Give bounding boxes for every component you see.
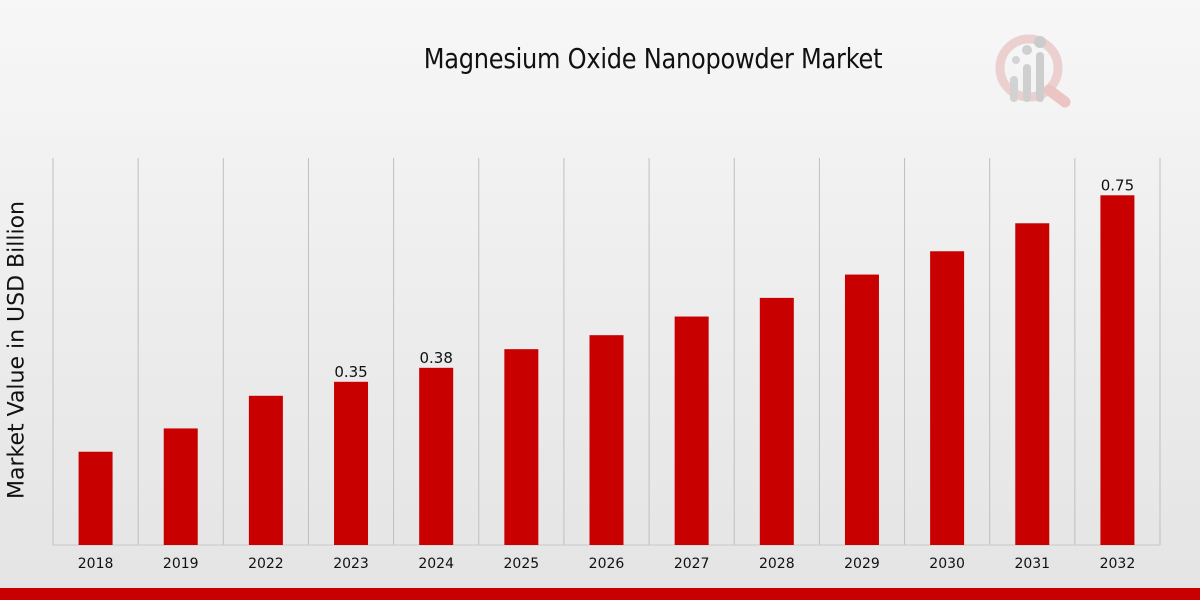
- bar-2024: [419, 367, 454, 545]
- data-label-2024: 0.38: [419, 349, 452, 367]
- bar-2019: [163, 428, 198, 545]
- grid-lines: [52, 158, 1161, 545]
- x-tick-label: 2018: [78, 556, 114, 572]
- bar-2031: [1015, 223, 1050, 546]
- x-tick-label: 2026: [589, 556, 625, 572]
- bar-2032: [1100, 195, 1135, 545]
- x-tick-label: 2022: [248, 556, 284, 572]
- x-tick-labels: 2018 2019 2022 2023 2024 2025 2026 2027 2028 2029…: [78, 556, 1135, 572]
- bar-2029: [844, 274, 879, 545]
- bar-2030: [930, 251, 965, 546]
- bar-2028: [759, 297, 794, 545]
- chart-title: Magnesium Oxide Nanopowder Market: [423, 42, 883, 75]
- x-tick-label: 2025: [504, 556, 540, 572]
- x-tick-label: 2032: [1100, 556, 1136, 572]
- bar-2018: [78, 451, 113, 545]
- data-label-2032: 0.75: [1101, 176, 1134, 194]
- x-tick-label: 2028: [759, 556, 795, 572]
- x-tick-label: 2024: [418, 556, 454, 572]
- bar-2022: [248, 395, 283, 545]
- bars: [78, 195, 1135, 546]
- x-tick-label: 2023: [333, 556, 369, 572]
- x-tick-label: 2027: [674, 556, 710, 572]
- magnifier-bar-chart-icon: [995, 34, 1071, 108]
- x-tick-label: 2031: [1014, 556, 1050, 572]
- bar-2023: [334, 381, 369, 545]
- x-tick-label: 2019: [163, 556, 199, 572]
- data-labels: 0.35 0.38 0.75: [334, 176, 1134, 381]
- data-label-2023: 0.35: [334, 363, 367, 381]
- x-tick-label: 2029: [844, 556, 880, 572]
- bottom-accent-strip: [0, 588, 1200, 600]
- x-tick-label: 2030: [929, 556, 965, 572]
- bar-2027: [674, 316, 709, 545]
- bar-2025: [504, 349, 539, 545]
- bar-2026: [589, 335, 624, 545]
